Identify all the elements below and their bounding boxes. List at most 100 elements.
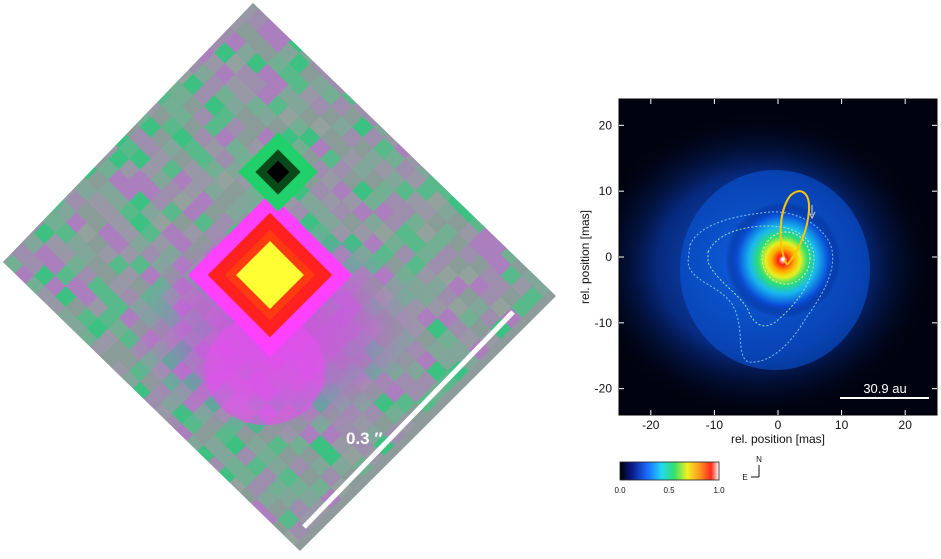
- right-image-panel: 30.9 au -20 -10 0 10 20 20 10 0 -10 -20 rel. posi…: [560, 0, 941, 554]
- colorbar-tick-0: 0.0: [614, 486, 626, 495]
- pixel-cell: [288, 10, 310, 32]
- pixel-cell: [426, 148, 448, 170]
- pixel-cell: [383, 84, 406, 106]
- colorbar-tick-1: 0.5: [663, 486, 675, 495]
- y-tick-label: 20: [599, 118, 613, 132]
- pixel-cell: [352, 52, 374, 75]
- pixel-cell: [362, 63, 384, 85]
- intensity-map: 30.9 au: [619, 115, 930, 415]
- pixel-cell: [55, 328, 77, 350]
- scale-bar-label: 0.3 ″: [346, 429, 383, 448]
- compass-north: N: [756, 455, 762, 464]
- pixel-cell: [394, 95, 416, 117]
- pixel-cell: [44, 318, 66, 340]
- pixel-cell: [288, 3, 310, 11]
- pixel-cell: [415, 137, 437, 159]
- compass-east: E: [742, 473, 747, 482]
- pixel-cell: [214, 487, 236, 509]
- y-tick-label: -10: [595, 316, 613, 330]
- pixel-cell: [373, 95, 395, 117]
- pixel-cell: [320, 42, 342, 64]
- pixel-cell: [490, 211, 512, 234]
- pixel-cell: [447, 148, 469, 170]
- left-image-panel: 0.3 ″: [0, 3, 556, 551]
- colorbar: [619, 461, 720, 481]
- pixel-cell: [299, 3, 321, 22]
- compass-icon: N E: [742, 455, 762, 482]
- pixel-cell: [458, 158, 480, 181]
- pixel-cell: [256, 530, 278, 551]
- pixel-cell: [543, 264, 556, 287]
- pixel-cell: [33, 307, 56, 329]
- pixel-cell: [0, 254, 2, 275]
- pixel-cell: [65, 339, 87, 361]
- pixel-cell: [171, 445, 194, 467]
- pixel-cell: [521, 286, 544, 308]
- pixel-cell: [521, 222, 544, 244]
- pixel-cell: [224, 498, 247, 520]
- pixel-cell: [235, 508, 257, 531]
- pixel-cell: [139, 413, 162, 435]
- colorbar-tick-2: 1.0: [713, 486, 725, 495]
- pixel-cell: [12, 286, 34, 308]
- pixel-cell: [330, 31, 353, 53]
- au-scale-label: 30.9 au: [863, 381, 906, 396]
- y-axis-label: rel. position [mas]: [578, 210, 592, 304]
- x-tick-label: 0: [775, 418, 782, 432]
- x-axis-label: rel. position [mas]: [731, 432, 825, 446]
- pixel-cell: [468, 169, 491, 191]
- y-tick-label: -20: [595, 382, 613, 396]
- pixel-cell: [447, 169, 469, 191]
- pixel-cell: [405, 105, 427, 128]
- axis-ticks: -20 -10 0 10 20 20 10 0 -10 -20: [595, 99, 937, 432]
- pixel-cell: [182, 455, 204, 478]
- pixel-cell: [362, 84, 384, 106]
- pixel-cell: [383, 105, 406, 128]
- pixel-cell: [267, 3, 289, 11]
- pixel-cell: [341, 42, 363, 64]
- pixel-cell: [23, 296, 45, 319]
- pixel-cell: [479, 180, 501, 202]
- pixel-cell: [267, 540, 289, 551]
- pixel-cell: [426, 127, 448, 149]
- pixel-cell: [405, 127, 427, 149]
- pixel-cell: [436, 137, 459, 159]
- pixel-cell: [97, 371, 119, 393]
- pixel-cell: [532, 254, 554, 276]
- pixel-cell: [203, 477, 225, 499]
- pixel-cell: [511, 211, 533, 234]
- pixel-cell: [86, 360, 109, 382]
- pixel-cell: [150, 424, 172, 446]
- pixel-cell: [500, 222, 522, 244]
- x-tick-label: -10: [706, 418, 724, 432]
- pixel-cell: [458, 180, 480, 202]
- pixel-cell: [479, 201, 501, 223]
- x-tick-label: -20: [642, 418, 660, 432]
- pixel-cell: [352, 74, 374, 96]
- orbit-ellipse: [779, 190, 811, 266]
- companion-source: [238, 132, 318, 212]
- pixel-cell: [341, 63, 363, 85]
- pixel-cell: [108, 381, 130, 403]
- pixel-cell: [511, 233, 533, 255]
- interferometric-image-plot: 30.9 au -20 -10 0 10 20 20 10 0 -10 -20 rel. posi…: [578, 98, 938, 495]
- pixel-cell: [330, 52, 353, 75]
- pixel-cell: [161, 434, 183, 456]
- x-tick-label: 10: [835, 418, 849, 432]
- y-tick-label: 0: [605, 250, 612, 264]
- pixel-cell: [543, 243, 556, 265]
- pixel-map-image: 0.3 ″: [0, 3, 556, 551]
- pixel-cell: [320, 21, 342, 43]
- pixel-cell: [3, 275, 24, 297]
- pixel-cell: [532, 233, 554, 255]
- pixel-cell: [436, 158, 459, 181]
- pixel-cell: [309, 10, 331, 32]
- pixel-cell: [129, 402, 151, 425]
- pixel-cell: [521, 243, 544, 265]
- x-tick-label: 20: [899, 418, 913, 432]
- pixel-cell: [490, 318, 512, 340]
- pixel-cell: [76, 349, 98, 372]
- y-tick-label: 10: [599, 184, 613, 198]
- pixel-cell: [468, 190, 491, 212]
- pixel-cell: [415, 116, 437, 138]
